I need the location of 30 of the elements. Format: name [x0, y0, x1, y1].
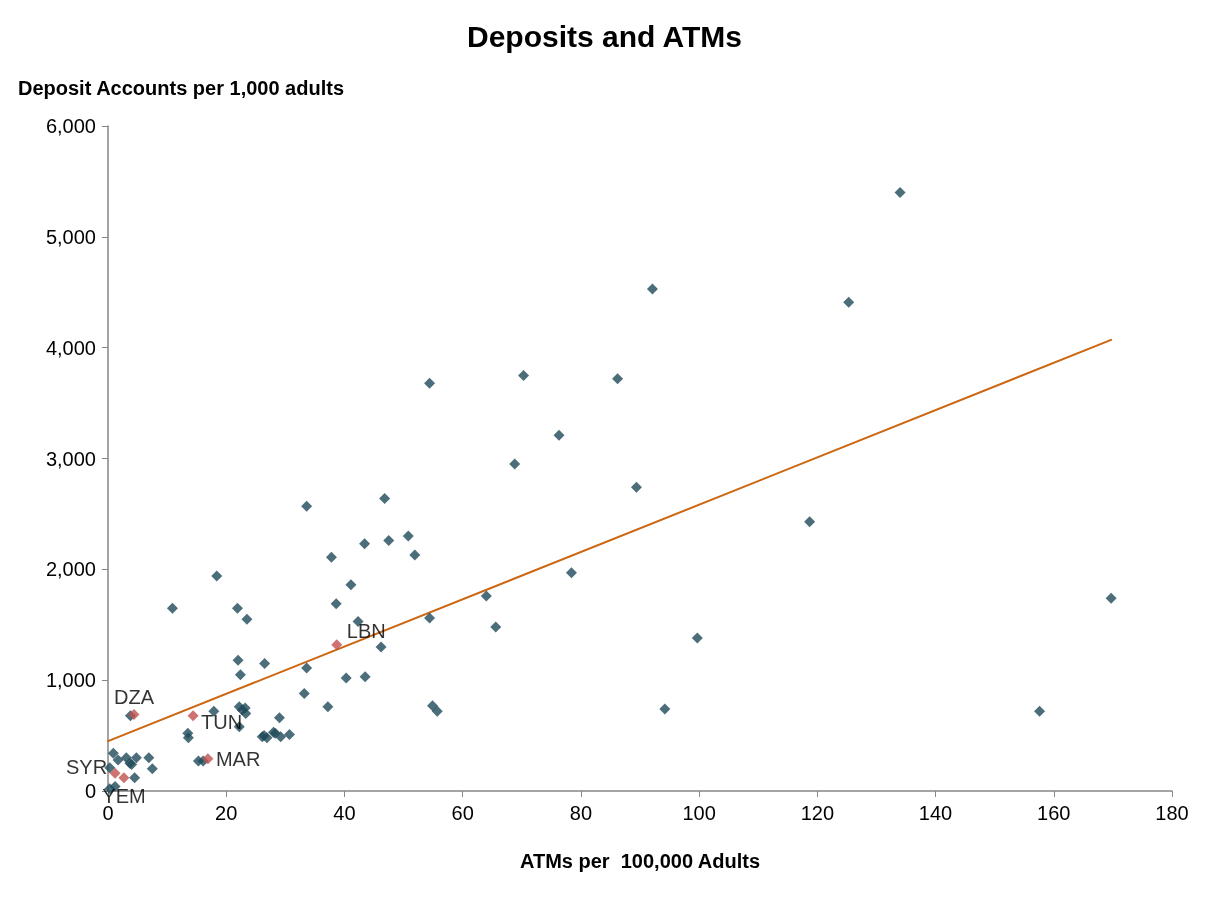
- y-tick-label: 0: [84, 780, 96, 802]
- x-axis-title: ATMs per 100,000 Adults: [519, 850, 761, 872]
- annotation: DZA: [114, 685, 155, 708]
- x-tick-label: 120: [800, 802, 835, 824]
- annotation: MAR: [215, 747, 261, 770]
- x-tick-label: 140: [918, 802, 953, 824]
- x-tick-label: 160: [1037, 802, 1071, 824]
- x-tick-label: 80: [569, 802, 593, 824]
- point: [331, 639, 343, 651]
- point: [109, 767, 121, 779]
- y-tick-label: 4,000: [45, 336, 96, 359]
- y-tick-label: 2,000: [45, 558, 96, 581]
- x-tick-label: 100: [682, 802, 716, 824]
- x-tick-label: 40: [333, 802, 356, 824]
- annotation: SYR: [65, 756, 108, 779]
- y-axis-title: Deposit Accounts per 1,000 adults: [18, 77, 345, 99]
- point: [202, 753, 214, 765]
- x-tick-label: 180: [1155, 802, 1189, 824]
- annotation: LBN: [346, 619, 386, 642]
- y-tick-label: 6,000: [45, 115, 96, 137]
- y-tick-label: 3,000: [45, 447, 96, 470]
- x-tick-label: 20: [215, 802, 238, 824]
- point: [187, 710, 199, 722]
- point: [128, 709, 140, 721]
- chart-title: Deposits and ATMs: [466, 19, 743, 53]
- point: [118, 772, 130, 784]
- x-tick-label: 60: [451, 802, 474, 824]
- annotation: TUN: [201, 710, 243, 733]
- y-tick-label: 5,000: [45, 225, 96, 248]
- y-tick-label: 1,000: [45, 669, 96, 692]
